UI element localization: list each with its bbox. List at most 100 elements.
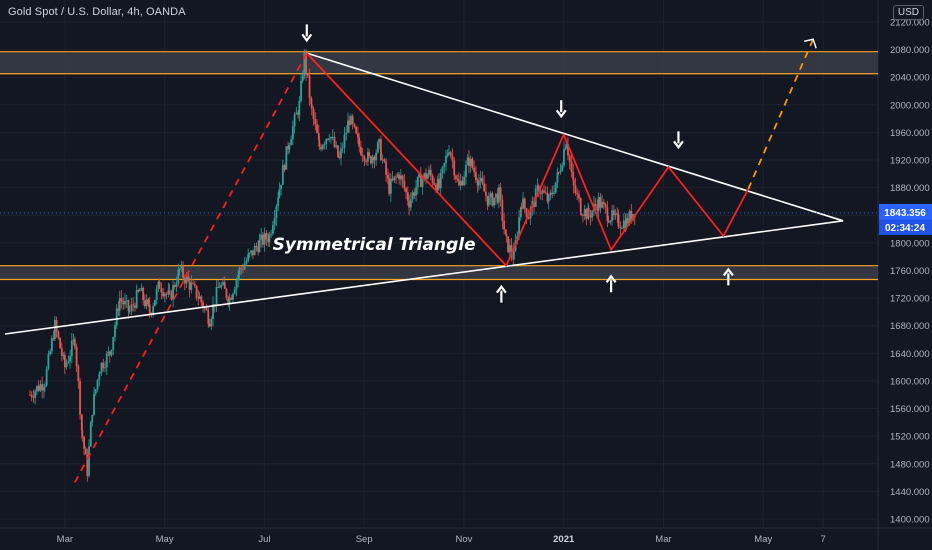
candle-body [501,199,504,221]
candle-body [583,209,586,216]
candle-body [357,133,359,138]
candle-body [318,139,321,147]
x-tick-label: Mar [655,534,671,545]
candle-body [107,351,110,354]
candle-body [580,213,583,216]
candle-body [567,144,569,156]
candle-body [104,367,106,369]
candle-body [396,174,399,177]
arrow-down-icon [555,100,567,119]
candle-body [471,158,474,168]
currency-button[interactable]: USD [892,5,924,20]
candle-body [616,213,619,215]
candle-body [83,436,85,449]
candle-body [65,363,68,368]
candle-body [75,346,78,367]
candle-body [453,160,456,176]
candle-body [222,282,224,285]
candle-body [295,112,298,115]
candle-body [263,233,266,245]
candle-body [52,338,55,340]
candle-body [564,147,567,150]
candle-body [195,285,198,298]
candle-body [478,181,480,186]
candle-body [323,144,326,146]
candle-body [439,172,442,189]
candle-body [574,185,577,193]
candle-body [365,161,368,162]
candle-body [93,393,95,415]
candle-body [409,199,412,208]
candle-body [597,196,600,211]
candle-body [327,139,329,140]
candle-body [243,263,246,270]
candle-body [267,239,270,242]
candle-body [258,239,261,252]
candle-body [57,331,60,338]
candle-body [367,152,369,162]
candle-body [353,123,356,127]
candle-body [557,172,560,174]
candle-body [338,156,341,158]
candle-body [153,299,156,307]
candle-body [91,414,94,423]
candle-body [105,353,108,368]
candle-body [287,146,289,150]
y-tick-label: 1800.000 [890,238,930,249]
current-price-tag [879,203,932,220]
candle-body [370,156,372,164]
candle-body [625,218,627,230]
candle-body [175,283,178,288]
candle-body [122,301,125,305]
candle-body [547,195,550,202]
candle-body [494,193,497,198]
candle-body [587,208,590,216]
candle-body [486,195,489,206]
candle-body [137,289,140,292]
arrow-up-icon [495,284,507,303]
candle-body [441,166,444,173]
arrow-up-icon [722,267,734,286]
candle-body [479,177,482,182]
candle-body [193,283,196,286]
candle-body [507,236,509,253]
candle-body [73,339,76,347]
candle-body [456,179,459,181]
candle-body [443,163,446,167]
candle-body [301,75,304,81]
candle-body [401,175,404,181]
candle-body [228,297,231,304]
candle-body [421,178,424,187]
candle-body [268,234,271,242]
candle-body [541,190,544,194]
zigzag-pattern-line [306,52,750,267]
candle-body [135,289,138,308]
candle-body [248,253,251,255]
arrow-down-icon [673,131,684,150]
candle-body [37,385,40,391]
candle-body [86,454,89,476]
candle-body [130,304,133,312]
candle-body [190,282,193,290]
arrow-up-icon [605,274,617,293]
candle-body [168,290,171,292]
candle-body [183,277,186,284]
candle-body [413,192,416,196]
candle-body [436,178,439,191]
y-tick-label: 1440.000 [890,487,930,498]
candle-body [347,120,349,133]
countdown-value: 02:34:24 [885,223,925,234]
candle-body [278,189,281,198]
candle-body [570,161,573,172]
candle-body [325,139,328,145]
candle-body [132,304,135,306]
candle-body [148,304,151,314]
candle-body [487,197,490,206]
candle-body [572,179,575,186]
candle-body [207,310,210,324]
candle-body [459,180,462,186]
candle-body [607,220,610,223]
candle-body [405,188,407,193]
candle-body [340,148,342,158]
